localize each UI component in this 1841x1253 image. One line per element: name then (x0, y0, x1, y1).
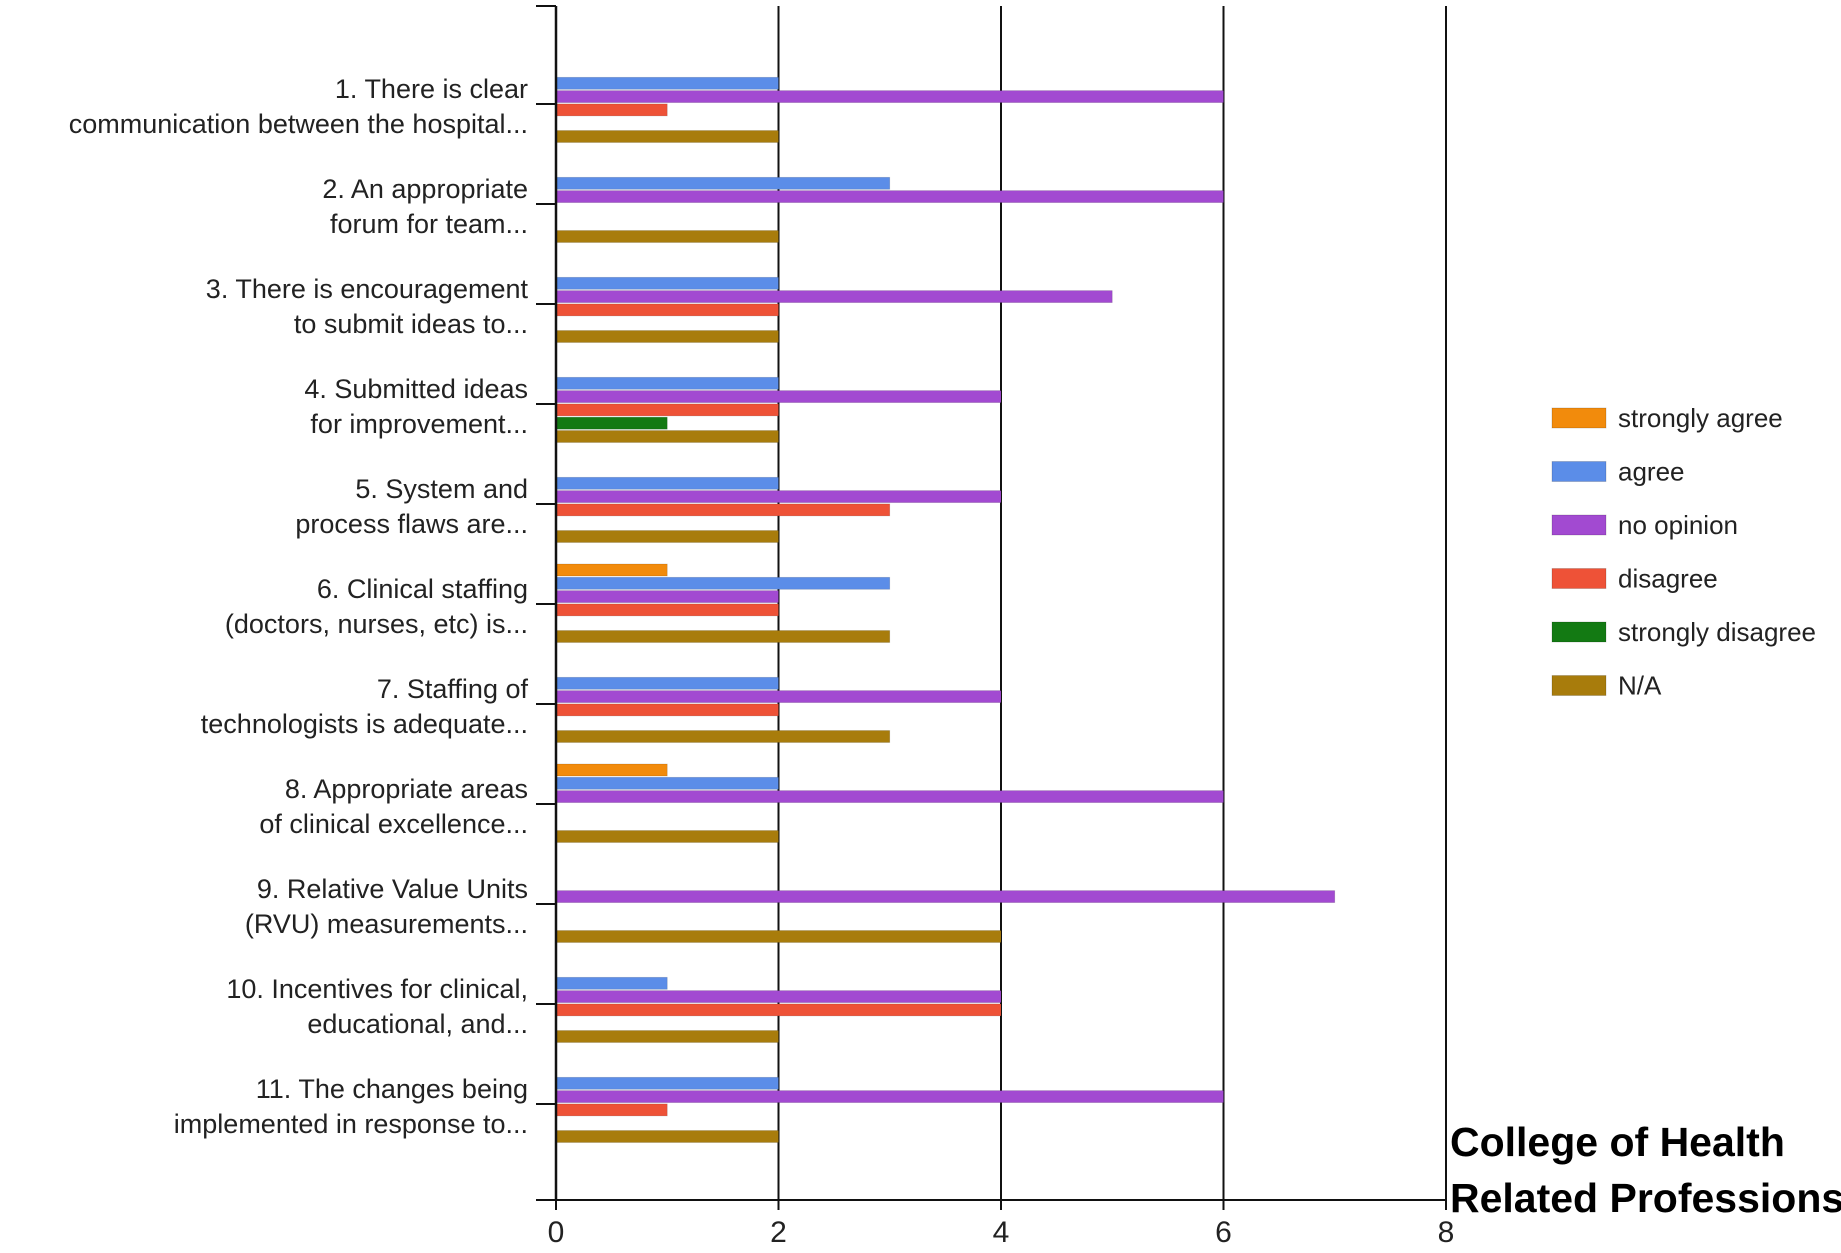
bar-no-opinion-cat-2 (555, 190, 1224, 204)
category-label-10-line-1: 10. Incentives for clinical, (226, 974, 528, 1004)
bar-n-a-cat-5 (555, 530, 779, 543)
bar-disagree-cat-3 (555, 303, 779, 317)
category-label-9-line-2: (RVU) measurements... (245, 909, 528, 939)
category-label-5-line-1: 5. System and (355, 474, 528, 504)
bar-no-opinion-cat-7 (555, 690, 1002, 703)
bar-no-opinion-cat-8 (555, 790, 1224, 803)
category-label-6-line-2: (doctors, nurses, etc) is... (225, 609, 528, 639)
legend-swatch-agree (1551, 461, 1607, 482)
bar-no-opinion-cat-1 (555, 90, 1224, 103)
x-tick-label-2: 2 (770, 1216, 787, 1249)
bar-disagree-cat-11 (555, 1103, 668, 1117)
bar-disagree-cat-6 (555, 603, 779, 617)
footer-caption: College of Health Related Professions (1450, 1119, 1841, 1221)
bar-agree-cat-10 (555, 976, 668, 990)
category-label-8-line-2: of clinical excellence... (259, 809, 528, 839)
category-label-1-line-2: communication between the hospital... (69, 109, 528, 139)
category-label-11-line-1: 11. The changes being (256, 1074, 528, 1104)
category-label-11-line-2: implemented in response to... (174, 1109, 528, 1139)
legend-swatch-n-a (1551, 675, 1607, 696)
category-label-4-line-1: 4. Submitted ideas (304, 374, 528, 404)
bar-n-a-cat-4 (555, 430, 779, 443)
bar-disagree-cat-4 (555, 403, 779, 417)
category-label-10-line-2: educational, and... (307, 1009, 528, 1039)
legend: strongly agree agree no opinion disagree str… (1551, 403, 1816, 701)
bar-agree-cat-1 (555, 76, 779, 90)
x-tick-label-8: 8 (1438, 1216, 1455, 1249)
bar-no-opinion-cat-9 (555, 890, 1336, 903)
bar-no-opinion-cat-5 (555, 490, 1002, 504)
category-label-3-line-2: to submit ideas to... (294, 309, 528, 339)
legend-swatch-no-opinion (1551, 514, 1607, 536)
bar-disagree-cat-10 (555, 1003, 1002, 1017)
bar-no-opinion-cat-10 (555, 990, 1002, 1003)
legend-label-agree: agree (1618, 457, 1685, 487)
bar-agree-cat-5 (555, 476, 779, 490)
x-tick-label-0: 0 (548, 1216, 565, 1249)
category-label-2-line-2: forum for team... (330, 209, 528, 239)
bar-n-a-cat-7 (555, 730, 891, 743)
category-label-7-line-1: 7. Staffing of (377, 674, 529, 704)
bar-no-opinion-cat-6 (555, 590, 779, 603)
x-tick-label-4: 4 (993, 1216, 1010, 1249)
legend-label-strongly-disagree: strongly disagree (1618, 617, 1816, 647)
x-tick-label-6: 6 (1215, 1216, 1232, 1249)
category-label-4-line-2: for improvement... (310, 409, 528, 439)
axes (536, 5, 1447, 1210)
bar-n-a-cat-9 (555, 930, 1002, 943)
category-labels: 1. There is clear communication between t… (69, 74, 529, 1139)
bar-agree-cat-7 (555, 676, 779, 690)
category-label-2-line-1: 2. An appropriate (322, 174, 528, 204)
bar-agree-cat-4 (555, 376, 779, 390)
bar-n-a-cat-10 (555, 1030, 779, 1043)
x-tick-labels: 0 2 4 6 8 (548, 1216, 1455, 1249)
legend-swatch-strongly-agree (1551, 407, 1607, 429)
category-label-9-line-1: 9. Relative Value Units (257, 874, 528, 904)
legend-swatch-disagree (1551, 568, 1607, 589)
bar-disagree-cat-1 (555, 103, 668, 117)
bar-n-a-cat-11 (555, 1130, 779, 1143)
bar-n-a-cat-1 (555, 130, 779, 143)
bar-agree-cat-6 (555, 576, 891, 590)
bar-n-a-cat-8 (555, 830, 779, 843)
bar-n-a-cat-3 (555, 330, 779, 343)
bar-strongly-agree-cat-8 (555, 763, 668, 777)
bars (555, 76, 1336, 1143)
category-label-7-line-2: technologists is adequate... (201, 709, 528, 739)
category-label-6-line-1: 6. Clinical staffing (317, 574, 528, 604)
footer-line-2: Related Professions (1450, 1175, 1841, 1221)
bar-agree-cat-2 (555, 176, 891, 190)
bar-n-a-cat-6 (555, 630, 891, 643)
bar-no-opinion-cat-11 (555, 1090, 1224, 1103)
bar-disagree-cat-7 (555, 703, 779, 717)
category-label-5-line-2: process flaws are... (295, 509, 528, 539)
bar-strongly-agree-cat-6 (555, 563, 668, 577)
bar-agree-cat-11 (555, 1076, 779, 1090)
footer-line-1: College of Health (1450, 1119, 1785, 1165)
bar-strongly-disagree-cat-4 (555, 416, 668, 430)
bar-no-opinion-cat-4 (555, 390, 1002, 404)
legend-label-disagree: disagree (1618, 564, 1718, 594)
legend-label-strongly-agree: strongly agree (1618, 403, 1783, 433)
legend-swatch-strongly-disagree (1551, 621, 1607, 643)
bar-n-a-cat-2 (555, 230, 779, 243)
category-label-8-line-1: 8. Appropriate areas (285, 774, 528, 804)
category-label-3-line-1: 3. There is encouragement (206, 274, 529, 304)
bar-no-opinion-cat-3 (555, 290, 1113, 304)
legend-label-n-a: N/A (1618, 671, 1662, 701)
bar-agree-cat-8 (555, 776, 779, 790)
bar-disagree-cat-5 (555, 503, 891, 517)
bar-agree-cat-3 (555, 276, 779, 290)
legend-label-no-opinion: no opinion (1618, 510, 1738, 540)
category-label-1-line-1: 1. There is clear (335, 74, 528, 104)
